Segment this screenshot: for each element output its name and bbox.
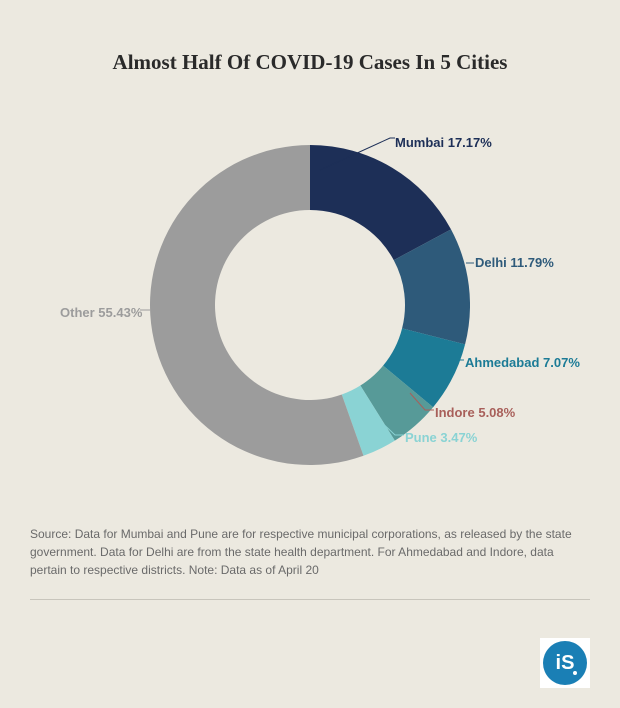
label-delhi: Delhi 11.79%	[475, 255, 554, 270]
logo-dot-icon	[573, 671, 577, 675]
label-ahmedabad: Ahmedabad 7.07%	[465, 355, 580, 370]
label-indore: Indore 5.08%	[435, 405, 515, 420]
label-mumbai: Mumbai 17.17%	[395, 135, 492, 150]
label-other: Other 55.43%	[60, 305, 142, 320]
donut-svg	[150, 145, 470, 465]
logo-text: iS	[556, 652, 575, 675]
donut-chart: Mumbai 17.17% Delhi 11.79% Ahmedabad 7.07%…	[30, 115, 590, 495]
chart-title: Almost Half Of COVID-19 Cases In 5 Citie…	[30, 50, 590, 75]
brand-logo: iS	[540, 638, 590, 688]
logo-circle: iS	[543, 641, 587, 685]
source-note: Source: Data for Mumbai and Pune are for…	[30, 525, 590, 579]
divider	[30, 599, 590, 600]
label-pune: Pune 3.47%	[405, 430, 477, 445]
